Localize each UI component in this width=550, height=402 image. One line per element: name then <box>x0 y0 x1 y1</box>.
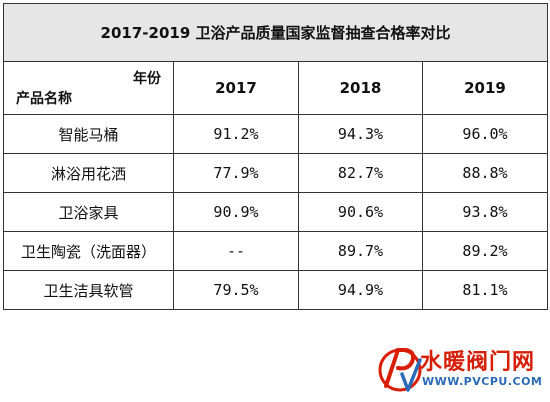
product-name: 智能马桶 <box>3 114 174 154</box>
corner-header: 年份 产品名称 <box>3 61 174 115</box>
value-cell: 94.9% <box>298 270 423 310</box>
table-row: 卫浴家具 90.9% 90.6% 93.8% <box>3 192 549 232</box>
corner-name-label: 产品名称 <box>16 91 72 107</box>
site-watermark: 水暖阀门网 WWW.PVCPU.COM <box>376 340 548 398</box>
value-cell: 89.2% <box>421 231 549 271</box>
value-cell: 89.7% <box>298 231 423 271</box>
year-header-2017: 2017 <box>173 61 299 115</box>
value-cell: 96.0% <box>421 114 549 154</box>
value-cell: 90.9% <box>173 192 299 232</box>
pass-rate-table: 2017-2019 卫浴产品质量国家监督抽查合格率对比 年份 产品名称 2017… <box>2 3 549 310</box>
value-cell: 82.7% <box>298 153 423 193</box>
value-cell: 94.3% <box>298 114 423 154</box>
value-cell: 88.8% <box>421 153 549 193</box>
table-row: 卫生陶瓷（洗面器） -- 89.7% 89.2% <box>3 231 549 271</box>
watermark-url: WWW.PVCPU.COM <box>422 375 543 388</box>
table-row: 淋浴用花洒 77.9% 82.7% 88.8% <box>3 153 549 193</box>
year-header-2018: 2018 <box>298 61 423 115</box>
watermark-site-name: 水暖阀门网 <box>420 350 536 375</box>
corner-year-label: 年份 <box>133 71 161 87</box>
table-row: 卫生洁具软管 79.5% 94.9% 81.1% <box>3 270 549 310</box>
value-cell: 77.9% <box>173 153 299 193</box>
table-title: 2017-2019 卫浴产品质量国家监督抽查合格率对比 <box>2 3 549 62</box>
product-name: 卫生洁具软管 <box>3 270 174 310</box>
table-container: 2017-2019 卫浴产品质量国家监督抽查合格率对比 年份 产品名称 2017… <box>2 3 549 310</box>
header-row: 年份 产品名称 2017 2018 2019 <box>3 61 549 115</box>
product-name: 卫生陶瓷（洗面器） <box>3 231 174 271</box>
value-cell: 90.6% <box>298 192 423 232</box>
product-name: 淋浴用花洒 <box>3 153 174 193</box>
value-cell: 93.8% <box>421 192 549 232</box>
pv-logo-icon <box>378 348 422 392</box>
year-header-2019: 2019 <box>421 61 549 115</box>
value-cell: 79.5% <box>173 270 299 310</box>
product-name: 卫浴家具 <box>3 192 174 232</box>
value-cell: 81.1% <box>421 270 549 310</box>
value-cell: 91.2% <box>173 114 299 154</box>
value-cell: -- <box>173 231 299 271</box>
table-row: 智能马桶 91.2% 94.3% 96.0% <box>3 114 549 154</box>
